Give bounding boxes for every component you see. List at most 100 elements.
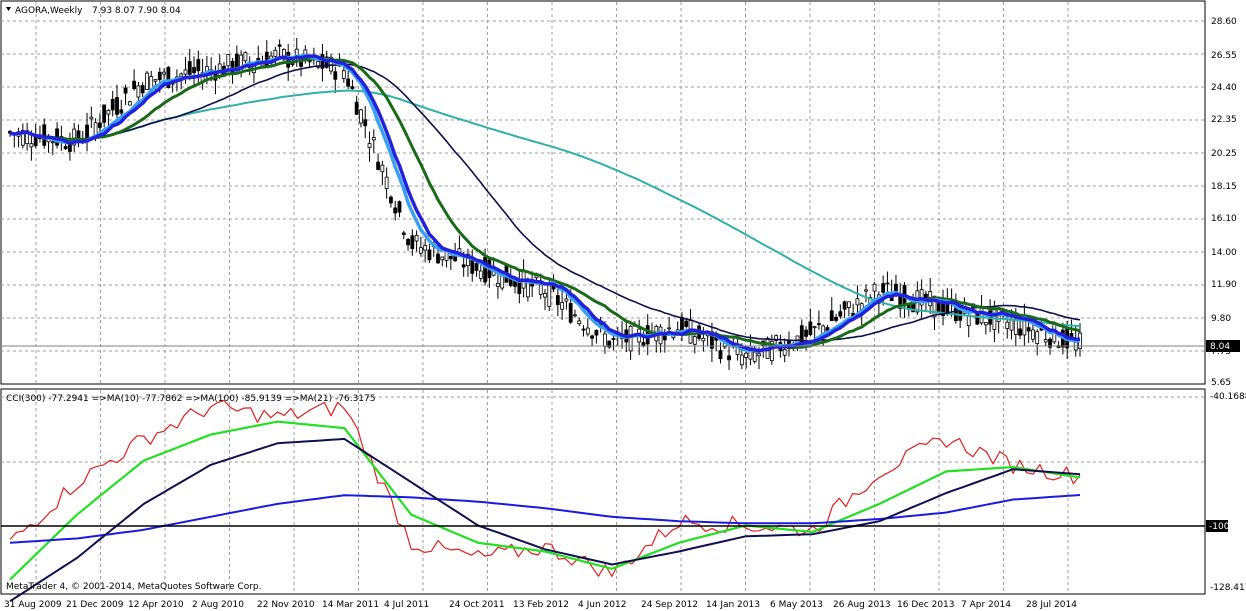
- time-tick: 28 Jul 2014: [1026, 600, 1077, 610]
- current-price-box: [1206, 340, 1240, 352]
- candle-body: [885, 282, 890, 285]
- candle-body: [376, 161, 380, 170]
- candle-body: [543, 293, 547, 298]
- candle-body: [1031, 329, 1035, 340]
- caret-down-icon: [6, 7, 11, 11]
- indicator-tick: -128.417: [1210, 583, 1246, 593]
- candle-body: [864, 289, 868, 292]
- candle-body: [123, 87, 128, 94]
- candle-body: [401, 232, 406, 235]
- candle-body: [418, 247, 423, 254]
- candle-body: [684, 320, 689, 327]
- candle-body: [581, 328, 586, 331]
- price-moving-averages: [9, 53, 1081, 354]
- time-tick: 13 Feb 2012: [513, 600, 569, 610]
- price-tick: 20.25: [1211, 149, 1237, 159]
- candle-body: [577, 320, 582, 325]
- candle-body: [585, 327, 590, 335]
- candle-body: [187, 61, 192, 75]
- candle-body: [838, 311, 843, 317]
- time-tick: 2 Aug 2010: [192, 600, 244, 610]
- time-tick: 4 Jun 2012: [578, 600, 626, 610]
- current-price-label: 8.04: [1210, 342, 1230, 352]
- time-axis: 31 Aug 2009 21 Dec 2009 12 Apr 2010 2 Au…: [4, 600, 1077, 610]
- candle-body: [727, 355, 731, 361]
- indicator-line-ma-10: [9, 420, 1081, 581]
- candle-body: [29, 143, 34, 148]
- candle-body: [667, 327, 672, 330]
- copyright-text: MetaTrader 4, © 2001-2014, MetaQuotes So…: [6, 582, 262, 592]
- candle-body: [316, 61, 321, 68]
- time-tick: 22 Nov 2010: [257, 600, 315, 610]
- candle-body: [757, 353, 761, 357]
- indicator-tick: -40.1688: [1210, 392, 1246, 402]
- teal-moving-average: [9, 89, 1081, 327]
- time-tick: 26 Aug 2013: [833, 600, 891, 610]
- candle-body: [834, 316, 838, 321]
- candle-body: [1069, 333, 1074, 337]
- candle-body: [273, 49, 278, 57]
- candle-body: [140, 85, 145, 94]
- candle-body: [611, 338, 616, 340]
- price-tick: 18.15: [1211, 182, 1237, 192]
- candle-body: [573, 314, 577, 317]
- candle-body: [774, 335, 779, 341]
- candle-body: [389, 196, 393, 204]
- candle-body: [333, 71, 338, 80]
- main-chart-frame: [0, 0, 1206, 385]
- candle-body: [33, 137, 38, 146]
- candle-body: [718, 350, 723, 360]
- candle-body: [607, 340, 612, 348]
- candle-body: [628, 325, 633, 352]
- candle-body: [427, 249, 432, 261]
- candle-body: [354, 101, 359, 115]
- ohlc-values: 7.93 8.07 7.90 8.04: [92, 6, 181, 16]
- candle-body: [829, 310, 834, 322]
- candle-body: [20, 130, 25, 146]
- candle-body: [603, 333, 607, 347]
- candle-body: [380, 164, 385, 173]
- candle-body: [72, 128, 77, 146]
- candle-body: [1005, 321, 1010, 329]
- level-box: [1206, 520, 1228, 532]
- chart-title: AGORA,Weekly 7.93 8.07 7.90 8.04: [6, 6, 181, 16]
- candle-body: [496, 282, 500, 287]
- candle-body: [341, 70, 346, 79]
- candle-body: [846, 301, 851, 309]
- price-tick: 26.55: [1211, 51, 1237, 61]
- candle-body: [590, 335, 594, 339]
- indicator-axis: -40.1688 -100 -128.417: [1206, 392, 1246, 593]
- candle-body: [127, 101, 132, 106]
- candle-body: [710, 331, 714, 349]
- candle-body: [102, 104, 107, 123]
- price-tick: 28.60: [1211, 17, 1237, 27]
- time-tick: 24 Sep 2012: [641, 600, 698, 610]
- candle-body: [166, 66, 171, 88]
- candle-body: [692, 336, 697, 345]
- candle-body: [307, 60, 312, 63]
- candle-body: [739, 354, 744, 366]
- candle-body: [371, 137, 376, 141]
- candle-body: [106, 110, 111, 115]
- candle-body: [423, 245, 428, 251]
- candle-body: [966, 315, 971, 327]
- candle-body: [406, 239, 410, 246]
- candle-body: [410, 235, 415, 249]
- candle-body: [110, 98, 115, 111]
- candle-body: [346, 78, 351, 87]
- candle-body: [701, 337, 706, 342]
- candle-body: [414, 235, 419, 242]
- candle-body: [329, 56, 333, 72]
- candle-body: [1026, 327, 1031, 332]
- candle-body: [448, 255, 453, 260]
- price-tick: 22.35: [1211, 115, 1237, 125]
- candle-body: [817, 323, 821, 326]
- candle-body: [560, 302, 565, 310]
- candle-body: [397, 201, 402, 213]
- time-tick: 14 Mar 2011: [322, 600, 379, 610]
- candle-body: [769, 340, 774, 362]
- candle-body: [89, 116, 94, 120]
- green-moving-average: [9, 57, 1081, 350]
